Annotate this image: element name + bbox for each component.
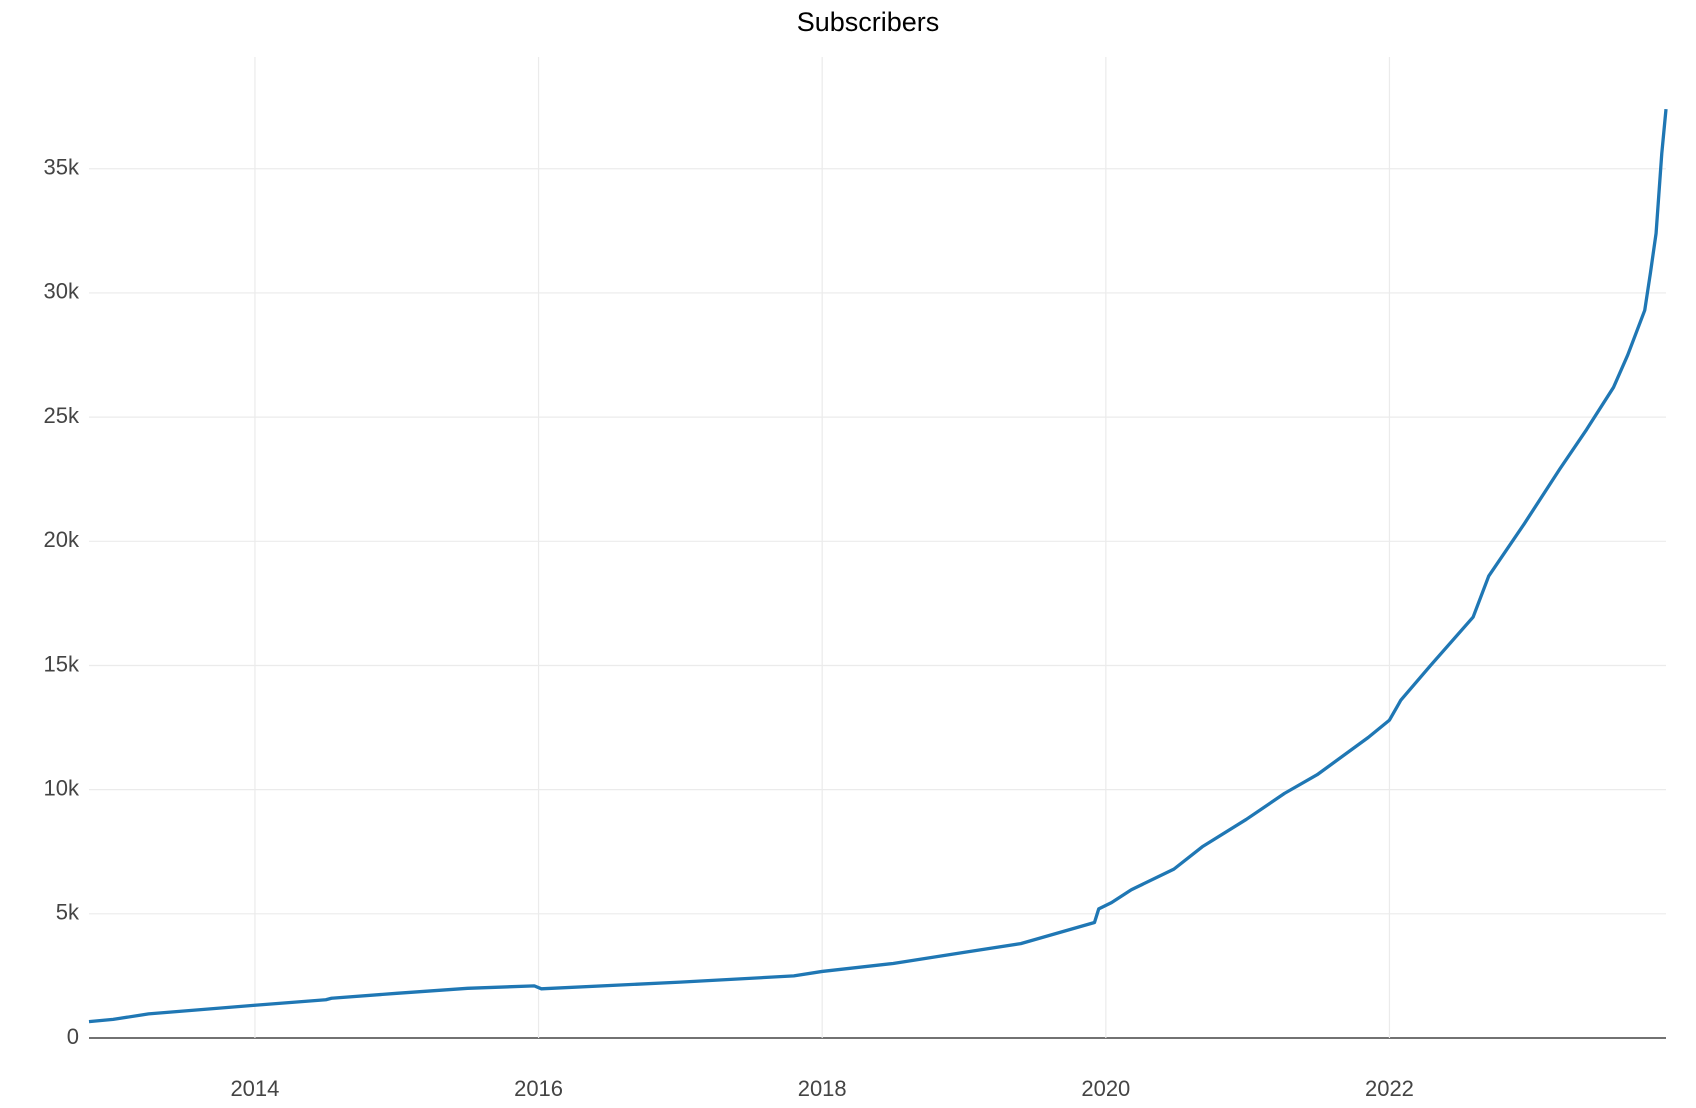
y-tick-label: 25k: [44, 403, 80, 428]
y-tick-label: 30k: [44, 279, 80, 304]
y-tick-label: 10k: [44, 775, 80, 800]
x-tick-label: 2022: [1365, 1076, 1414, 1101]
line-series: [88, 108, 1668, 1024]
x-tick-label: 2014: [230, 1076, 279, 1101]
y-tick-label: 35k: [44, 155, 80, 180]
y-tick-label: 0: [67, 1024, 79, 1049]
chart-title: Subscribers: [797, 7, 940, 37]
x-tick-label: 2018: [798, 1076, 847, 1101]
y-tick-label: 5k: [56, 900, 80, 925]
x-tick-label: 2020: [1081, 1076, 1130, 1101]
x-tick-label: 2016: [514, 1076, 563, 1101]
y-tick-label: 15k: [44, 651, 80, 676]
y-tick-label: 20k: [44, 527, 80, 552]
